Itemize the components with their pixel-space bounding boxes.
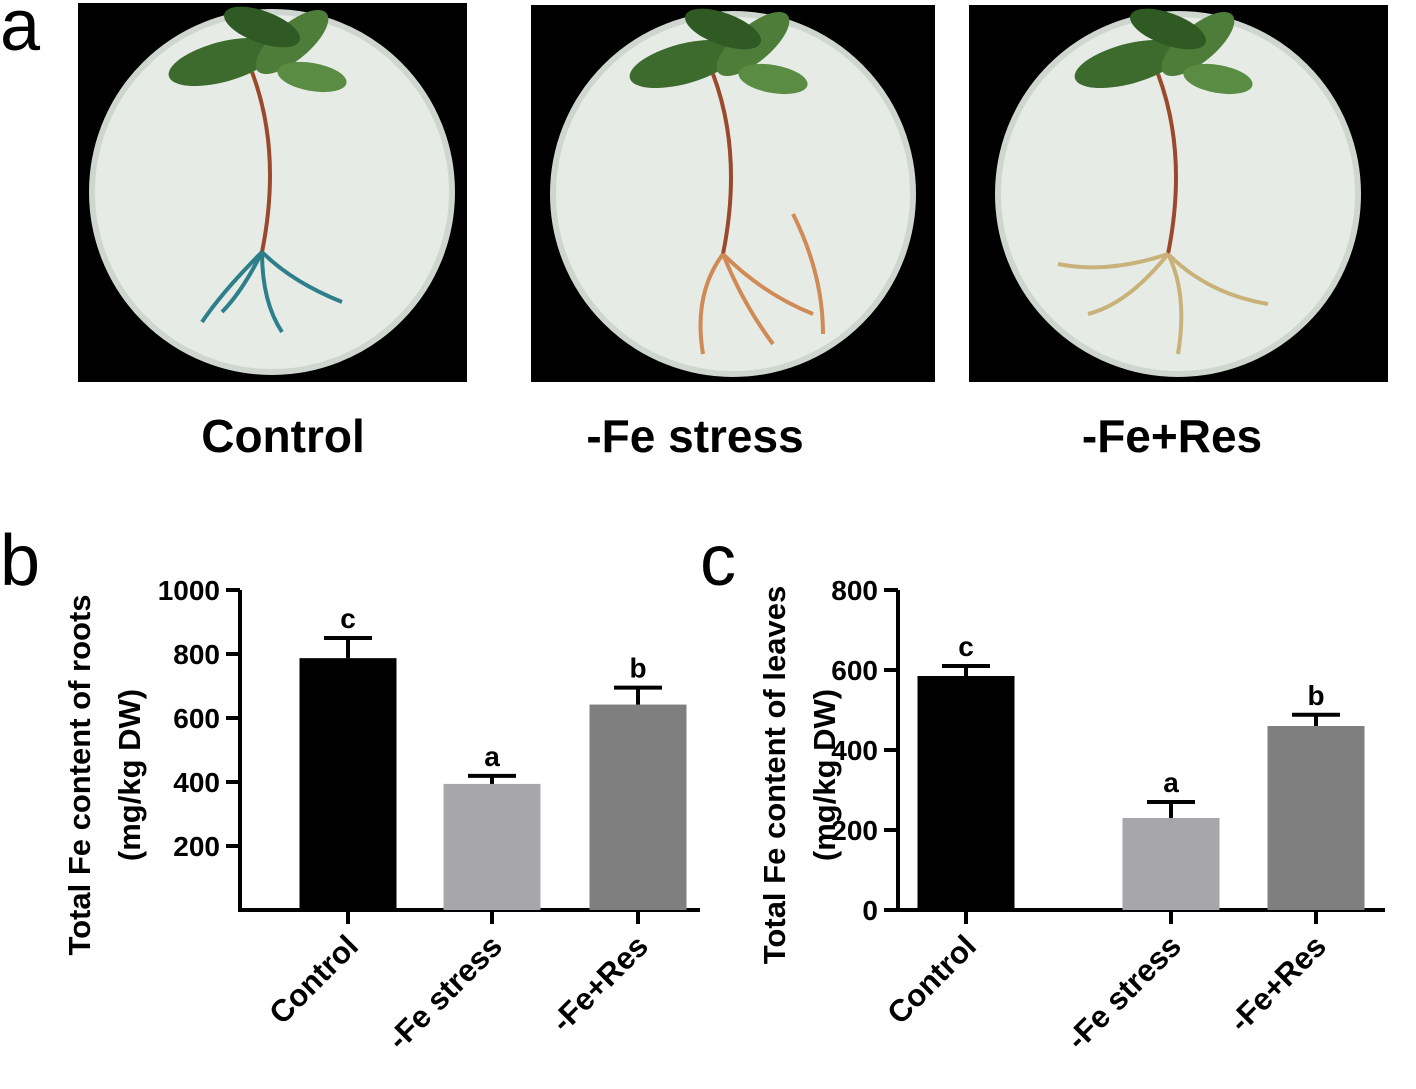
photo-content bbox=[553, 0, 913, 374]
y-tick-label: 800 bbox=[173, 639, 220, 670]
significance-label: c bbox=[340, 603, 356, 634]
bar bbox=[443, 783, 541, 910]
x-tick-label: Control bbox=[880, 928, 983, 1031]
panel-label: a bbox=[0, 0, 41, 66]
bar bbox=[589, 704, 687, 910]
y-tick-label: 200 bbox=[173, 831, 220, 862]
bar bbox=[299, 658, 397, 910]
y-tick-label: 200 bbox=[831, 815, 878, 846]
photo-caption: -Fe+Res bbox=[1082, 410, 1262, 462]
x-tick-label: Control bbox=[262, 928, 365, 1031]
bar bbox=[1122, 818, 1220, 910]
photo-content bbox=[998, 0, 1358, 374]
y-axis-label: (mg/kg DW) bbox=[807, 689, 842, 861]
bar bbox=[1267, 726, 1365, 910]
y-tick-label: 400 bbox=[173, 767, 220, 798]
y-tick-label: 1000 bbox=[158, 575, 220, 606]
y-tick-label: 0 bbox=[862, 895, 878, 926]
significance-label: a bbox=[484, 741, 500, 772]
x-tick-label: -Fe+Res bbox=[1222, 928, 1333, 1039]
significance-label: b bbox=[629, 653, 646, 684]
significance-label: c bbox=[958, 631, 974, 662]
photo-caption: Control bbox=[201, 410, 365, 462]
x-tick-label: -Fe+Res bbox=[544, 928, 655, 1039]
y-tick-label: 400 bbox=[831, 735, 878, 766]
y-axis-label: Total Fe content of roots bbox=[62, 594, 97, 955]
photo-caption: -Fe stress bbox=[586, 410, 803, 462]
y-tick-label: 800 bbox=[831, 575, 878, 606]
y-axis-label: (mg/kg DW) bbox=[112, 689, 147, 861]
significance-label: b bbox=[1307, 680, 1324, 711]
panel-label: b bbox=[0, 521, 40, 601]
x-tick-label: -Fe stress bbox=[381, 928, 509, 1056]
y-tick-label: 600 bbox=[831, 655, 878, 686]
significance-label: a bbox=[1163, 767, 1179, 798]
x-tick-label: -Fe stress bbox=[1060, 928, 1188, 1056]
y-axis-label: Total Fe content of leaves bbox=[757, 586, 792, 964]
panel-label: c bbox=[700, 521, 736, 601]
y-tick-label: 600 bbox=[173, 703, 220, 734]
photo-content bbox=[92, 0, 452, 372]
bar bbox=[917, 676, 1015, 910]
